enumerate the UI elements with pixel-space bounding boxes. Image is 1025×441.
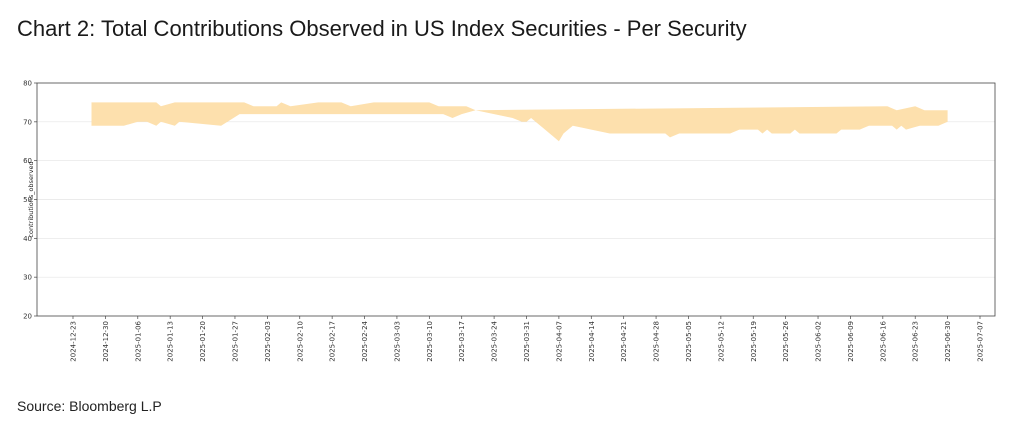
x-tick-label: 2025-05-19 — [750, 321, 758, 362]
y-tick-label: 60 — [23, 157, 32, 165]
x-tick-label: 2025-04-21 — [620, 321, 628, 362]
x-tick-label: 2025-04-28 — [653, 321, 661, 362]
contributions-range-band — [91, 102, 948, 142]
y-tick-label: 70 — [23, 118, 32, 126]
x-tick-label: 2025-05-26 — [782, 320, 790, 361]
y-axis-label: contributions_observed — [27, 161, 35, 237]
x-axis-ticks: 2024-12-23 2024-12-30 2025-01-06 2025-01-13… — [70, 316, 985, 362]
x-tick-label: 2025-05-05 — [685, 321, 693, 362]
y-tick-label: 30 — [23, 274, 32, 282]
x-tick-label: 2024-12-23 — [70, 321, 78, 362]
x-tick-label: 2025-03-31 — [523, 321, 531, 362]
y-axis-ticks: 20 30 40 50 60 70 80 — [23, 80, 37, 321]
x-tick-label: 2025-01-20 — [199, 321, 207, 362]
x-tick-label: 2024-12-30 — [102, 321, 110, 362]
x-tick-label: 2025-03-17 — [458, 321, 466, 362]
x-tick-label: 2025-01-27 — [231, 321, 239, 362]
x-tick-label: 2025-07-07 — [977, 321, 985, 362]
x-tick-label: 2025-01-13 — [167, 321, 175, 362]
x-tick-label: 2025-06-23 — [912, 321, 920, 362]
grid-lines — [37, 121, 995, 278]
x-tick-label: 2025-02-10 — [296, 321, 304, 362]
y-tick-label: 80 — [23, 80, 32, 88]
x-tick-label: 2025-06-02 — [815, 321, 823, 362]
x-tick-label: 2025-03-24 — [491, 320, 499, 361]
y-tick-label: 40 — [23, 235, 32, 243]
x-tick-label: 2025-02-03 — [264, 321, 272, 362]
y-tick-label: 50 — [23, 196, 32, 204]
x-tick-label: 2025-06-30 — [944, 321, 952, 362]
x-tick-label: 2025-04-14 — [588, 320, 596, 361]
x-tick-label: 2025-03-10 — [426, 321, 434, 362]
x-tick-label: 2025-01-06 — [134, 320, 142, 361]
y-tick-label: 20 — [23, 313, 32, 321]
x-tick-label: 2025-03-03 — [393, 321, 401, 362]
data-band — [91, 102, 948, 142]
source-note: Source: Bloomberg L.P — [17, 398, 162, 414]
x-tick-label: 2025-04-07 — [555, 321, 563, 362]
x-tick-label: 2025-06-09 — [847, 321, 855, 362]
x-tick-label: 2025-02-17 — [329, 321, 337, 362]
x-tick-label: 2025-06-16 — [879, 320, 887, 361]
x-tick-label: 2025-02-24 — [361, 320, 369, 361]
chart-title: Chart 2: Total Contributions Observed in… — [17, 16, 747, 41]
x-tick-label: 2025-05-12 — [717, 321, 725, 362]
